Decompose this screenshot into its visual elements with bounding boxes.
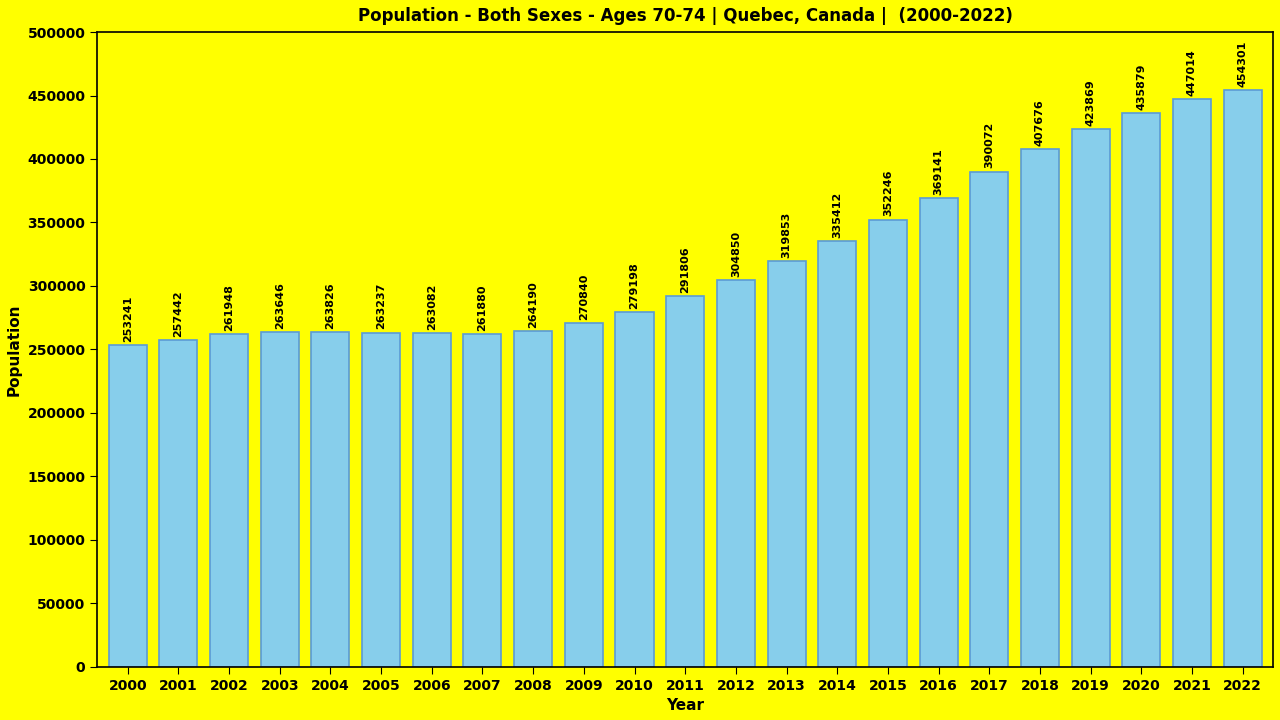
Text: 263237: 263237	[376, 283, 387, 330]
Text: 263646: 263646	[275, 282, 284, 329]
Bar	[919, 198, 957, 667]
Bar	[717, 280, 755, 667]
Bar	[564, 323, 603, 667]
Text: 253241: 253241	[123, 296, 133, 342]
Bar	[109, 346, 147, 667]
Bar	[463, 334, 502, 667]
Text: 352246: 352246	[883, 170, 893, 217]
Text: 270840: 270840	[579, 274, 589, 320]
Text: 447014: 447014	[1187, 50, 1197, 96]
Bar	[311, 332, 349, 667]
Text: 423869: 423869	[1085, 78, 1096, 125]
Text: 261948: 261948	[224, 284, 234, 331]
Bar	[1224, 90, 1262, 667]
Text: 319853: 319853	[782, 211, 791, 258]
Bar	[362, 333, 401, 667]
Text: 335412: 335412	[832, 192, 842, 238]
Text: 261880: 261880	[477, 284, 488, 331]
Text: 369141: 369141	[933, 148, 943, 195]
Bar	[515, 331, 552, 667]
Bar	[970, 171, 1009, 667]
Text: 257442: 257442	[173, 290, 183, 337]
Text: 304850: 304850	[731, 230, 741, 276]
Bar	[1021, 149, 1059, 667]
Bar	[1071, 129, 1110, 667]
Bar	[261, 332, 298, 667]
Bar	[616, 312, 654, 667]
Text: 407676: 407676	[1036, 99, 1044, 146]
Text: 390072: 390072	[984, 122, 995, 168]
Bar	[818, 241, 856, 667]
Bar	[869, 220, 908, 667]
Title: Population - Both Sexes - Ages 70-74 | Quebec, Canada |  (2000-2022): Population - Both Sexes - Ages 70-74 | Q…	[357, 7, 1012, 25]
Bar	[666, 297, 704, 667]
Text: 263826: 263826	[325, 282, 335, 328]
X-axis label: Year: Year	[666, 698, 704, 713]
Bar	[160, 340, 197, 667]
Text: 435879: 435879	[1137, 64, 1147, 110]
Text: 263082: 263082	[426, 283, 436, 330]
Bar	[1172, 99, 1211, 667]
Bar	[768, 261, 805, 667]
Bar	[412, 333, 451, 667]
Bar	[210, 334, 248, 667]
Text: 291806: 291806	[680, 246, 690, 293]
Bar	[1123, 114, 1160, 667]
Text: 264190: 264190	[529, 282, 538, 328]
Text: 279198: 279198	[630, 262, 640, 309]
Text: 454301: 454301	[1238, 40, 1248, 87]
Y-axis label: Population: Population	[6, 303, 22, 395]
